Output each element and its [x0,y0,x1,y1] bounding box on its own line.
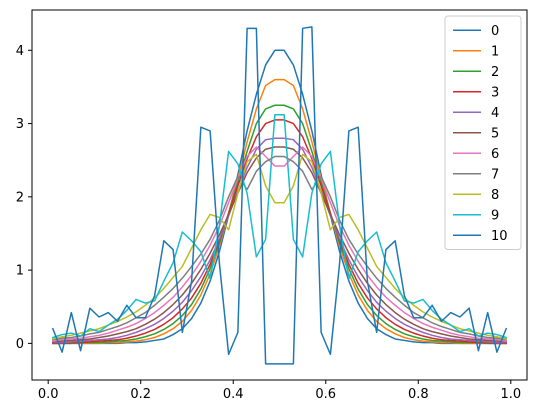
y-axis: 0 1 2 3 4 [16,44,32,352]
legend-label-9: 9 [491,208,499,223]
series-line-7 [51,155,508,341]
legend-label-2: 2 [491,65,499,80]
y-tick-label: 0 [16,337,24,352]
legend-label-10: 10 [491,229,508,244]
series-line-3 [52,119,507,345]
legend-label-4: 4 [491,106,499,121]
plot-lines [51,26,508,365]
series-line-9 [51,114,508,339]
series-line-5 [52,146,507,343]
x-tick-label: 0.4 [223,387,244,402]
legend-label-5: 5 [491,126,499,141]
plot-frame [31,9,528,381]
x-axis: 0.0 0.2 0.4 0.6 0.8 1.0 [38,380,521,402]
y-tick-label: 2 [16,190,24,205]
y-tick-label: 4 [16,44,24,59]
series-line-6 [51,146,508,343]
series-line-10 [51,26,508,365]
legend-label-8: 8 [491,188,499,203]
x-tick-label: 0.8 [408,387,429,402]
legend-label-6: 6 [491,147,499,162]
series-line-8 [51,153,508,340]
series-line-1 [52,78,507,345]
series-line-2 [52,104,507,345]
y-tick-label: 3 [16,117,24,132]
series-line-0 [52,49,507,345]
series-line-4 [52,137,507,344]
x-tick-label: 0.2 [130,387,151,402]
x-tick-label: 0.6 [315,387,336,402]
x-tick-label: 0.0 [38,387,59,402]
y-tick-label: 1 [16,264,24,279]
legend-label-7: 7 [491,167,499,182]
legend-box [444,15,522,250]
legend-label-1: 1 [491,44,499,59]
legend-label-0: 0 [491,24,499,39]
legend: 0 1 2 3 4 5 6 7 8 9 10 [444,15,522,250]
x-tick-label: 1.0 [500,387,521,402]
legend-label-3: 3 [491,85,499,100]
